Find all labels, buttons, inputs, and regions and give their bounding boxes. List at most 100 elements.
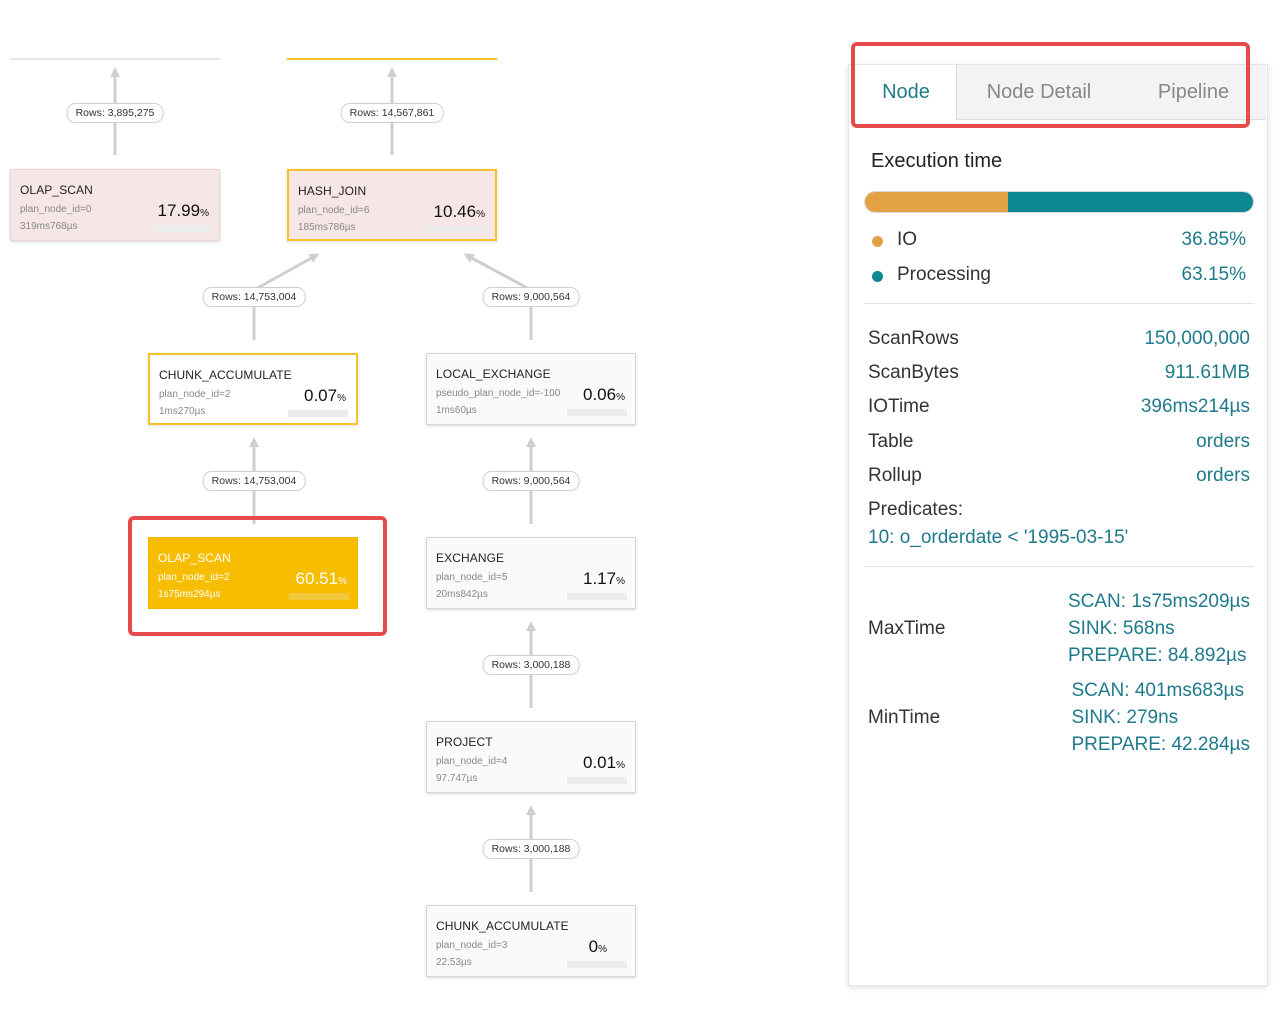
max-time-label: MaxTime <box>868 618 946 639</box>
io-segment <box>865 192 1008 212</box>
metric-scan-rows: ScanRows 150,000,000 <box>868 328 1250 352</box>
node-time: 185ms786µs <box>298 222 356 233</box>
tab-node[interactable]: Node <box>856 65 956 120</box>
plan-graph[interactable]: Rows: 3,895,275 Rows: 14,567,861 Rows: 1… <box>0 0 840 1021</box>
edge-rows-label: Rows: 14,567,861 <box>340 103 444 123</box>
plan-node-chunk-accumulate-3[interactable]: CHUNK_ACCUMULATE plan_node_id=3 22.53µs … <box>426 905 636 977</box>
node-percent: 17.99% <box>157 201 209 220</box>
panel-tabs: Node Node Detail Pipeline <box>856 65 1266 120</box>
highlight-box-selected-node <box>128 516 387 636</box>
legend-value: 63.15% <box>1181 264 1246 285</box>
metric-value: 911.61MB <box>1164 362 1250 383</box>
edge-rows-label: Rows: 3,000,188 <box>482 655 580 675</box>
tab-pipeline[interactable]: Pipeline <box>1121 65 1266 120</box>
node-percent-bar <box>567 777 627 784</box>
metric-key: Table <box>868 431 914 452</box>
min-time-values: SCAN: 401ms683µs SINK: 279ns PREPARE: 42… <box>1071 677 1250 758</box>
min-time-prepare: PREPARE: 42.284µs <box>1071 734 1250 755</box>
node-time: 1ms60µs <box>436 405 477 416</box>
node-time: 97.747µs <box>436 773 478 784</box>
node-id: plan_node_id=2 <box>159 389 231 400</box>
max-time-prepare: PREPARE: 84.892µs <box>1067 645 1247 666</box>
graph-links <box>10 58 536 892</box>
edge-rows-label: Rows: 3,895,275 <box>66 103 164 123</box>
node-id: plan_node_id=0 <box>20 204 92 215</box>
plan-node-hash-join[interactable]: HASH_JOIN plan_node_id=6 185ms786µs 10.4… <box>287 169 497 241</box>
node-percent-bar <box>567 593 627 600</box>
node-percent-bar <box>288 410 348 417</box>
node-percent: 60.51% <box>295 569 347 588</box>
metric-rollup: Rollup orders <box>868 465 1250 489</box>
plan-node-olap-scan-0[interactable]: OLAP_SCAN plan_node_id=0 319ms768µs 17.9… <box>10 169 220 241</box>
node-time: 22.53µs <box>436 957 472 968</box>
metric-key: ScanBytes <box>868 362 959 383</box>
node-percent-bar <box>427 226 487 233</box>
tab-node-detail[interactable]: Node Detail <box>956 65 1121 120</box>
node-time: 1s75ms294µs <box>158 589 221 600</box>
max-time-sink: SINK: 568ns <box>1067 618 1175 639</box>
plan-node-chunk-accumulate-2[interactable]: CHUNK_ACCUMULATE plan_node_id=2 1ms270µs… <box>148 353 358 425</box>
processing-segment <box>1007 192 1253 212</box>
edge-rows-label: Rows: 14,753,004 <box>202 471 306 491</box>
node-time: 319ms768µs <box>20 221 78 232</box>
node-name: CHUNK_ACCUMULATE <box>436 919 569 933</box>
legend-value: 36.85% <box>1181 229 1246 250</box>
node-name: LOCAL_EXCHANGE <box>436 367 551 381</box>
node-name: EXCHANGE <box>436 551 505 565</box>
divider <box>864 303 1254 304</box>
node-percent: 10.46% <box>433 202 485 221</box>
node-percent-bar <box>567 961 627 968</box>
io-dot-icon <box>872 236 883 247</box>
predicates-label: Predicates: <box>868 499 964 520</box>
metric-value: orders <box>1196 431 1250 452</box>
min-time-sink: SINK: 279ns <box>1071 707 1179 728</box>
metric-key: Rollup <box>868 465 922 486</box>
node-id: plan_node_id=4 <box>436 756 508 767</box>
node-id: plan_node_id=5 <box>436 572 508 583</box>
node-percent-bar <box>151 225 211 232</box>
legend-label: IO <box>897 229 918 250</box>
edge-rows-label: Rows: 9,000,564 <box>482 471 580 491</box>
execution-time-bar <box>864 191 1254 213</box>
processing-dot-icon <box>872 271 883 282</box>
node-id: pseudo_plan_node_id=-100 <box>436 388 561 399</box>
node-percent-bar <box>567 409 627 416</box>
node-info-panel <box>848 64 1268 986</box>
edge-rows-label: Rows: 14,753,004 <box>202 287 306 307</box>
predicates-value: 10: o_orderdate < '1995-03-15' <box>868 527 1129 548</box>
min-time-label: MinTime <box>868 707 941 728</box>
node-percent: 0.06% <box>583 385 625 404</box>
metric-io-time: IOTime 396ms214µs <box>868 396 1250 420</box>
node-id: plan_node_id=6 <box>298 205 370 216</box>
node-id: plan_node_id=3 <box>436 940 508 951</box>
node-name: OLAP_SCAN <box>20 183 93 197</box>
metric-value: orders <box>1196 465 1250 486</box>
min-time-scan: SCAN: 401ms683µs <box>1071 680 1245 701</box>
plan-node-olap-scan-2[interactable]: OLAP_SCAN plan_node_id=2 1s75ms294µs 60.… <box>148 537 358 609</box>
node-name: CHUNK_ACCUMULATE <box>159 368 292 382</box>
execution-time-title: Execution time <box>871 150 1003 172</box>
node-name: HASH_JOIN <box>298 184 367 198</box>
node-percent: 0.07% <box>304 386 346 405</box>
divider <box>864 566 1254 567</box>
metric-key: ScanRows <box>868 328 959 349</box>
node-id: plan_node_id=2 <box>158 572 230 583</box>
legend-io: IO 36.85% <box>872 229 1246 253</box>
metric-value: 396ms214µs <box>1140 396 1250 417</box>
legend-label: Processing <box>897 264 991 285</box>
node-time: 1ms270µs <box>159 406 206 417</box>
node-percent: 1.17% <box>583 569 625 588</box>
plan-node-exchange[interactable]: EXCHANGE plan_node_id=5 20ms842µs 1.17% <box>426 537 636 609</box>
node-name: PROJECT <box>436 735 493 749</box>
plan-node-project[interactable]: PROJECT plan_node_id=4 97.747µs 0.01% <box>426 721 636 793</box>
metric-key: IOTime <box>868 396 930 417</box>
node-percent-bar <box>289 593 349 600</box>
node-percent: 0.01% <box>583 753 625 772</box>
plan-node-local-exchange[interactable]: LOCAL_EXCHANGE pseudo_plan_node_id=-100 … <box>426 353 636 425</box>
metric-table: Table orders <box>868 431 1250 455</box>
node-name: OLAP_SCAN <box>158 551 231 565</box>
highlight-box-tabs <box>851 42 1250 128</box>
max-time-values: SCAN: 1s75ms209µs SINK: 568ns PREPARE: 8… <box>1068 588 1250 669</box>
legend-processing: Processing 63.15% <box>872 264 1246 288</box>
edge-rows-label: Rows: 9,000,564 <box>482 287 580 307</box>
